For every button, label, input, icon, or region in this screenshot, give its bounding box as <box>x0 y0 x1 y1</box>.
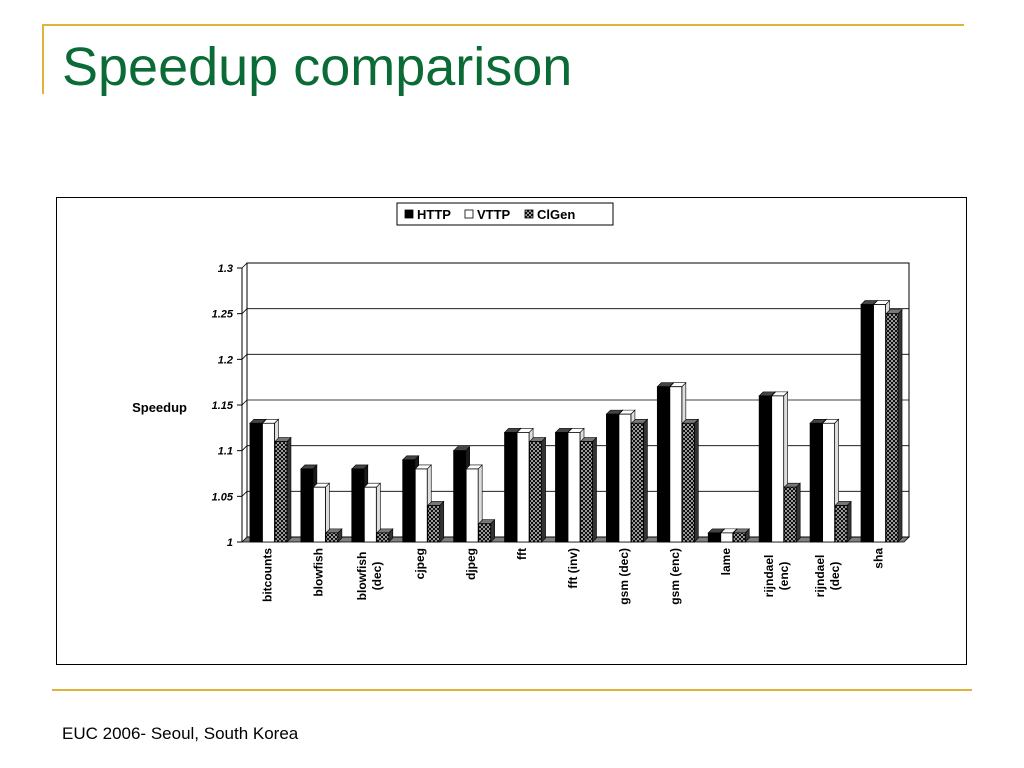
bar-side <box>643 418 648 543</box>
bar-vttp <box>465 468 479 543</box>
bar-http <box>453 450 467 543</box>
gridline-diag <box>241 354 248 360</box>
bar-http <box>860 304 874 543</box>
bar-http <box>707 532 721 543</box>
left-rule <box>42 24 44 94</box>
bar-clgen <box>274 441 288 543</box>
bar-side <box>439 500 445 543</box>
bar-http <box>300 468 314 543</box>
bar-http <box>809 422 823 543</box>
x-tick-label: fft (inv) <box>566 548 580 589</box>
bar-vttp <box>363 486 377 543</box>
bar-vttp <box>516 431 530 543</box>
bar-vttp <box>567 431 581 543</box>
gridline-diag <box>241 399 248 406</box>
bar-side <box>795 482 801 543</box>
bar-side <box>286 436 292 543</box>
bar-http <box>351 468 365 543</box>
bar-http <box>555 431 568 543</box>
bar-clgen <box>427 505 441 543</box>
bar-side <box>694 418 699 543</box>
bar-clgen <box>732 532 746 543</box>
bar-clgen <box>885 313 899 543</box>
y-tick-label: 1.15 <box>212 400 234 412</box>
y-tick-label: 1.25 <box>212 309 234 321</box>
bottom-rule <box>52 689 972 691</box>
speedup-bar-chart: 1 1.05 1.1 1.15 1.2 1.25 1.3 Speedup bitcounts bl… <box>132 202 910 605</box>
bar-clgen <box>376 532 390 543</box>
y-tick-label: 1.05 <box>212 491 234 503</box>
legend-swatch-http <box>404 209 414 219</box>
bar-clgen <box>681 422 695 543</box>
y-tick-label: 1.3 <box>218 263 233 275</box>
x-tick-label: fft <box>515 548 529 560</box>
bar-http <box>402 459 416 543</box>
bar-clgen <box>783 486 797 543</box>
legend-box <box>396 202 614 226</box>
slide-title: Speedup comparison <box>62 37 573 97</box>
bar-side <box>592 436 597 543</box>
bar-clgen <box>529 441 542 543</box>
gridline-diag <box>241 445 248 451</box>
bar-vttp <box>262 422 275 543</box>
y-tick-label: 1 <box>227 537 233 549</box>
bar-side <box>846 500 852 543</box>
bar-http <box>758 395 772 543</box>
bar-vttp <box>873 304 886 543</box>
x-tick-label: blowfish <box>311 548 325 597</box>
bar-clgen <box>631 422 644 543</box>
legend-swatch-clgen <box>524 209 534 219</box>
gridline-diag <box>241 308 248 314</box>
x-tick-label: blowfish(dec) <box>355 552 384 601</box>
bar-clgen <box>478 523 492 543</box>
bar-vttp <box>669 386 683 543</box>
y-tick-label: 1.2 <box>218 354 233 366</box>
bar-http <box>606 413 619 543</box>
bar-http <box>656 386 670 543</box>
bar-vttp <box>822 422 836 543</box>
y-tick-label: 1.1 <box>218 446 233 458</box>
legend-swatch-vttp <box>464 209 474 219</box>
bar-http <box>504 431 517 543</box>
x-tick-label: sha <box>872 548 886 569</box>
legend-label-clgen: ClGen <box>537 207 575 222</box>
bar-clgen <box>580 441 593 543</box>
x-tick-label: djpeg <box>464 548 478 580</box>
x-tick-label: lame <box>719 548 733 576</box>
x-tick-label: cjpeg <box>413 548 427 579</box>
bar-vttp <box>312 486 326 543</box>
x-tick-label: rijndael(dec) <box>813 555 842 598</box>
legend-label-http: HTTP <box>417 207 451 222</box>
footer-text: EUC 2006- Seoul, South Korea <box>62 724 299 743</box>
bar-side <box>897 308 903 543</box>
x-tick-label: gsm (enc) <box>668 548 682 605</box>
legend-label-vttp: VTTP <box>477 207 511 222</box>
gridline-diag <box>241 262 248 269</box>
gridline-diag <box>241 491 248 497</box>
bar-vttp <box>771 395 785 543</box>
y-axis-label: Speedup <box>132 400 187 415</box>
bar-vttp <box>414 468 428 543</box>
bar-side <box>541 436 546 543</box>
bar-clgen <box>325 532 339 543</box>
bar-vttp <box>618 413 632 543</box>
bar-http <box>249 422 263 543</box>
chart-frame: 1 1.05 1.1 1.15 1.2 1.25 1.3 Speedup bitcounts bl… <box>56 197 967 665</box>
bar-clgen <box>834 505 848 543</box>
top-rule <box>42 24 964 26</box>
x-tick-label: bitcounts <box>260 548 274 602</box>
x-tick-label: gsm (dec) <box>617 548 631 605</box>
x-tick-label: rijndael(enc) <box>762 555 791 598</box>
bar-vttp <box>720 532 734 543</box>
